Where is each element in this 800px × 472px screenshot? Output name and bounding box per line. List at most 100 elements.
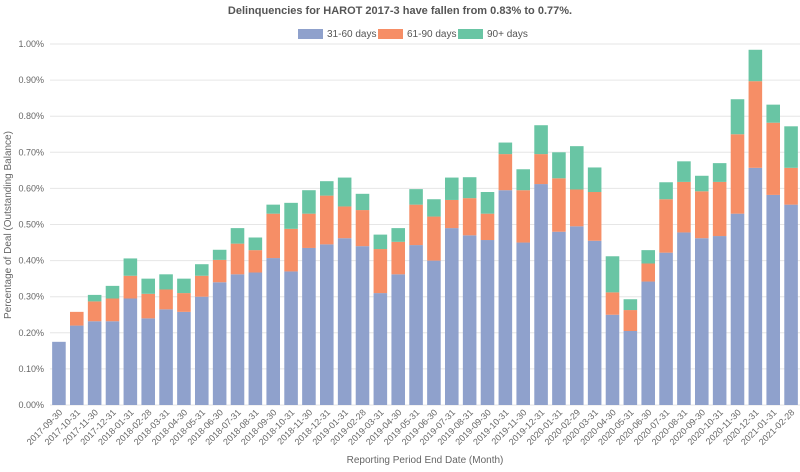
bar-segment-31-60-days	[123, 298, 138, 405]
bar-segment-61-90-days	[337, 206, 352, 239]
bar-segment-61-90-days	[748, 81, 763, 168]
bar-segment-31-60-days	[516, 242, 530, 405]
bar-segment-61-90-days	[480, 213, 495, 241]
bar-segment-90-days	[355, 193, 370, 211]
bar-segment-31-60-days	[784, 204, 798, 405]
bar-segment-90-days	[87, 294, 102, 302]
bar-segment-31-60-days	[212, 282, 227, 405]
bar-segment-61-90-days	[355, 210, 370, 247]
bar-segment-61-90-days	[605, 292, 620, 315]
bar-segment-31-60-days	[337, 238, 352, 405]
bar-segment-31-60-days	[355, 246, 370, 405]
bar-segment-31-60-days	[766, 194, 780, 405]
bar-segment-61-90-days	[445, 199, 459, 229]
bar-segment-31-60-days	[641, 281, 655, 405]
bar-segment-31-60-days	[587, 240, 602, 405]
bar-segment-61-90-days	[284, 228, 298, 272]
bar-segment-61-90-days	[427, 216, 441, 261]
x-axis-title: Reporting Period End Date (Month)	[347, 455, 504, 466]
bar-segment-61-90-days	[105, 298, 120, 322]
bar-segment-90-days	[570, 146, 584, 190]
bar-segment-31-60-days	[195, 296, 209, 405]
bar-segment-61-90-days	[623, 310, 638, 331]
bar-segment-61-90-days	[766, 122, 780, 195]
y-tick-label: 0.60%	[18, 183, 44, 193]
y-axis-title: Percentage of Deal (Outstanding Balance)	[3, 131, 14, 319]
bar-segment-61-90-days	[320, 195, 334, 245]
y-tick-label: 0.70%	[18, 147, 44, 157]
bar-segment-90-days	[391, 228, 405, 242]
bar-segment-31-60-days	[712, 236, 727, 405]
legend-label: 31-60 days	[327, 29, 376, 40]
bar-segment-90-days	[712, 163, 727, 182]
bar-segment-31-60-days	[105, 321, 120, 405]
bar-segment-31-60-days	[730, 213, 745, 405]
bar-segment-61-90-days	[730, 134, 745, 214]
bar-segment-61-90-days	[141, 293, 155, 319]
gridlines	[50, 43, 800, 406]
bar-segment-31-60-days	[570, 226, 584, 405]
y-tick-label: 0.00%	[18, 400, 44, 410]
bar-segment-90-days	[320, 181, 334, 196]
bar-segment-31-60-days	[87, 321, 102, 405]
bar-segment-61-90-days	[695, 191, 709, 239]
bar-segment-61-90-days	[373, 249, 388, 294]
bar-segment-61-90-days	[212, 259, 227, 283]
bar-segment-90-days	[123, 258, 138, 276]
bar-segment-61-90-days	[677, 181, 691, 233]
bar-segment-31-60-days	[248, 272, 263, 405]
bar-segment-31-60-days	[320, 244, 334, 405]
bar-segment-31-60-days	[605, 314, 620, 405]
bar-segment-90-days	[266, 204, 280, 214]
bar-segment-90-days	[784, 126, 798, 168]
bar-segment-61-90-days	[552, 178, 566, 232]
bar-segment-61-90-days	[123, 275, 138, 299]
bar-segment-90-days	[695, 175, 709, 192]
y-tick-label: 0.20%	[18, 328, 44, 338]
bar-segment-61-90-days	[587, 192, 602, 241]
y-axis-ticks: 0.00% 0.10% 0.20% 0.30% 0.40% 0.50% 0.60% 0.70%…	[18, 39, 44, 410]
bar-segment-61-90-days	[712, 181, 727, 237]
bar-segment-31-60-days	[230, 274, 245, 405]
bar-segment-31-60-days	[141, 318, 155, 405]
legend-swatch	[458, 29, 483, 39]
y-tick-label: 0.10%	[18, 364, 44, 374]
y-tick-label: 0.50%	[18, 220, 44, 230]
bar-segment-31-60-days	[498, 190, 513, 405]
bar-segment-61-90-days	[409, 204, 423, 246]
bar-segment-61-90-days	[570, 189, 584, 227]
bar-segment-61-90-days	[177, 293, 191, 312]
legend-swatch	[298, 29, 323, 39]
bar-segment-90-days	[641, 250, 655, 264]
bar-segment-90-days	[230, 228, 245, 244]
bar-segment-31-60-days	[302, 247, 316, 405]
legend-label: 90+ days	[487, 29, 528, 40]
y-tick-label: 0.90%	[18, 75, 44, 85]
bar-segment-90-days	[534, 125, 548, 155]
y-tick-label: 0.40%	[18, 256, 44, 266]
bar-segment-31-60-days	[695, 238, 709, 405]
bar-segment-61-90-days	[195, 275, 209, 297]
bar-segment-31-60-days	[623, 330, 638, 405]
bar-segment-31-60-days	[70, 325, 84, 405]
bar-segment-31-60-days	[677, 232, 691, 405]
bar-segment-31-60-days	[409, 245, 423, 405]
bar-segment-31-60-days	[427, 260, 441, 405]
bar-segment-61-90-days	[302, 213, 316, 248]
bar-segment-61-90-days	[462, 198, 477, 236]
bar-segment-90-days	[337, 177, 352, 207]
bar-segment-90-days	[552, 152, 566, 179]
bar-segment-90-days	[195, 264, 209, 276]
bar-segment-90-days	[766, 104, 780, 123]
bar-segment-31-60-days	[159, 309, 173, 405]
bar-segment-61-90-days	[70, 311, 84, 326]
bar-segment-90-days	[159, 274, 173, 290]
bar-segment-31-60-days	[266, 258, 280, 405]
bar-segment-90-days	[587, 167, 602, 193]
bar-segment-90-days	[248, 237, 263, 251]
bar-segment-90-days	[177, 278, 191, 294]
bar-segment-90-days	[427, 199, 441, 217]
chart-title: Delinquencies for HAROT 2017-3 have fall…	[228, 5, 572, 17]
